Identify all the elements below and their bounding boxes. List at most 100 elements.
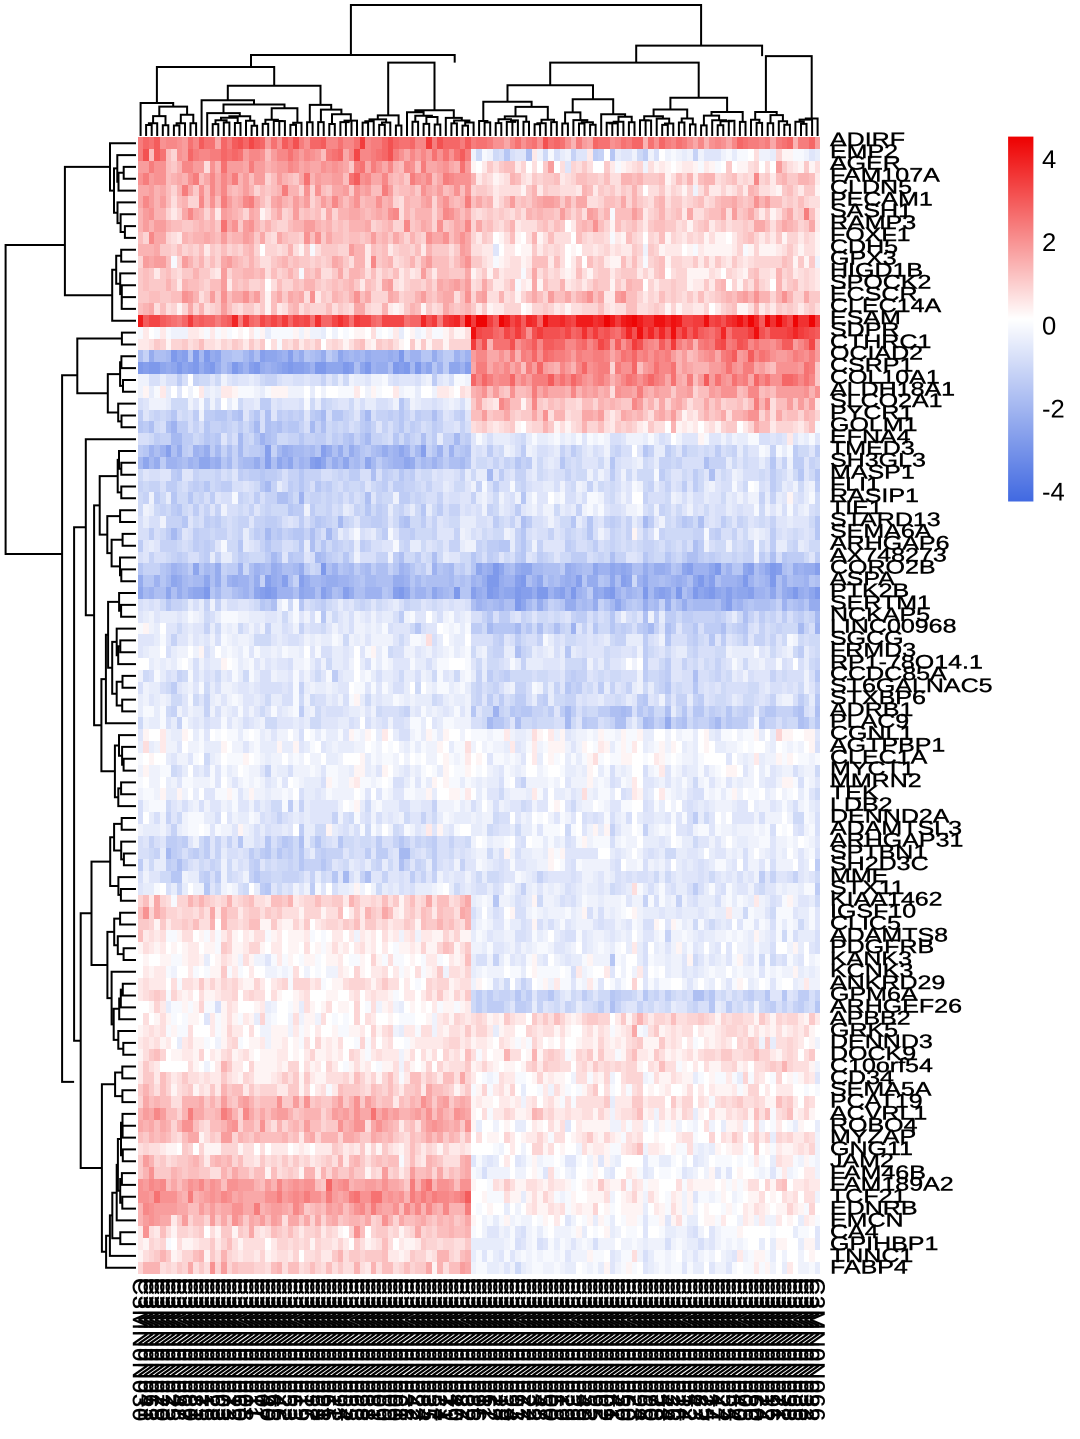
svg-text:C3MN0N016: C3MN0N016 (295, 1278, 318, 1422)
svg-text:SPOCK2: SPOCK2 (830, 271, 931, 293)
svg-text:C3MN0N058: C3MN0N058 (306, 1278, 329, 1422)
svg-text:C3MN0N048: C3MN0N048 (167, 1278, 190, 1422)
svg-text:CLIC5: CLIC5 (830, 912, 901, 934)
svg-text:AX748273: AX748273 (830, 544, 947, 566)
svg-text:C3MN0N062: C3MN0N062 (589, 1278, 612, 1422)
svg-text:C3MN0N000: C3MN0N000 (384, 1278, 407, 1422)
svg-text:FRMD3: FRMD3 (830, 639, 916, 661)
svg-text:HIGD1B: HIGD1B (830, 259, 923, 281)
svg-text:C3MN0N096: C3MN0N096 (761, 1278, 784, 1422)
svg-text:MASP1: MASP1 (830, 461, 915, 483)
svg-text:C3MN0N066: C3MN0N066 (317, 1278, 340, 1422)
svg-text:C3MN0N066: C3MN0N066 (805, 1278, 828, 1422)
svg-text:C3MN0N087: C3MN0N087 (689, 1278, 712, 1422)
svg-text:GOLM1: GOLM1 (830, 414, 918, 436)
svg-text:C3MN0N015: C3MN0N015 (195, 1278, 218, 1422)
svg-text:C3MN0N011: C3MN0N011 (239, 1278, 262, 1420)
svg-text:KANK3: KANK3 (830, 948, 912, 970)
svg-text:ARHGAP6: ARHGAP6 (830, 532, 949, 554)
svg-text:TEK: TEK (830, 782, 879, 804)
svg-text:C3MN0N060: C3MN0N060 (228, 1278, 251, 1422)
svg-text:C3MN0N046: C3MN0N046 (267, 1278, 290, 1422)
svg-text:C3MN0N039: C3MN0N039 (495, 1278, 518, 1422)
svg-text:C3MN0N052: C3MN0N052 (578, 1278, 601, 1422)
svg-text:RASIP1: RASIP1 (830, 485, 919, 507)
svg-text:JAM2: JAM2 (830, 1150, 894, 1172)
svg-text:C3MN0N044: C3MN0N044 (656, 1278, 679, 1422)
svg-text:GRK5: GRK5 (830, 1019, 898, 1041)
svg-text:-2: -2 (1042, 396, 1065, 424)
svg-text:C3MN0N022: C3MN0N022 (517, 1278, 540, 1422)
svg-text:SH2D3C: SH2D3C (830, 853, 929, 875)
svg-text:C3MN0N062: C3MN0N062 (478, 1278, 501, 1422)
svg-text:C3MN0N063: C3MN0N063 (345, 1278, 368, 1422)
svg-text:ADAMTSL3: ADAMTSL3 (830, 817, 962, 839)
svg-text:C3MN0N038: C3MN0N038 (356, 1278, 379, 1422)
svg-text:SEMA5A: SEMA5A (830, 1079, 932, 1101)
svg-text:C3MN0N036: C3MN0N036 (789, 1278, 812, 1422)
svg-text:C3MN0N024: C3MN0N024 (711, 1278, 734, 1422)
svg-text:C3MN0N094: C3MN0N094 (628, 1278, 651, 1422)
svg-text:NCKAP5: NCKAP5 (830, 604, 930, 626)
svg-text:C3MN0N018: C3MN0N018 (489, 1278, 512, 1422)
svg-text:C3MN0N025: C3MN0N025 (162, 1278, 185, 1422)
svg-text:0: 0 (1042, 312, 1056, 340)
svg-text:ASPA: ASPA (830, 568, 895, 590)
svg-text:STARD13: STARD13 (830, 509, 941, 531)
svg-text:ADIRF: ADIRF (830, 129, 905, 151)
svg-text:FAM46B: FAM46B (830, 1162, 926, 1184)
svg-text:C3MN0N095: C3MN0N095 (328, 1278, 351, 1422)
svg-text:C3MN0N014: C3MN0N014 (700, 1278, 723, 1422)
svg-text:C3MN0N086: C3MN0N086 (461, 1278, 484, 1422)
svg-text:KCNK3: KCNK3 (830, 960, 913, 982)
svg-text:SERTM1: SERTM1 (830, 592, 931, 614)
svg-text:CLDN5: CLDN5 (830, 176, 912, 198)
svg-text:MME: MME (830, 865, 888, 887)
svg-text:RP1-78O14.1: RP1-78O14.1 (830, 651, 983, 673)
svg-text:C3MN0N060: C3MN0N060 (617, 1278, 640, 1422)
svg-text:C3MN0N053: C3MN0N053 (278, 1278, 301, 1422)
svg-text:MMRN2: MMRN2 (830, 770, 922, 792)
svg-text:PCAT19: PCAT19 (830, 1090, 923, 1112)
svg-text:SPTBN1: SPTBN1 (830, 841, 927, 863)
svg-text:C3MN0N048: C3MN0N048 (528, 1278, 551, 1422)
svg-text:C3MN0N075: C3MN0N075 (189, 1278, 212, 1422)
svg-text:C3MN0N025: C3MN0N025 (694, 1278, 717, 1422)
svg-text:C10orf54: C10orf54 (830, 1055, 933, 1077)
svg-text:SDPR: SDPR (830, 319, 899, 341)
svg-text:C3MN0N012: C3MN0N012 (223, 1278, 246, 1422)
svg-text:C3MN0N063: C3MN0N063 (206, 1278, 229, 1422)
svg-text:C3MN0N009: C3MN0N009 (378, 1278, 401, 1422)
svg-text:C3MN0N052: C3MN0N052 (678, 1278, 701, 1422)
svg-text:SGCG: SGCG (830, 627, 904, 649)
svg-text:C3MN0N000: C3MN0N000 (539, 1278, 562, 1422)
svg-text:C3MN0N005: C3MN0N005 (733, 1278, 756, 1422)
svg-text:C3MN0N042: C3MN0N042 (606, 1278, 629, 1422)
svg-text:C3MN0N071: C3MN0N071 (434, 1278, 457, 1422)
svg-text:C3MN0N039: C3MN0N039 (561, 1278, 584, 1422)
svg-text:SH3GL3: SH3GL3 (830, 449, 926, 471)
svg-text:MYZAP: MYZAP (830, 1126, 916, 1148)
svg-text:GPIHBP1: GPIHBP1 (830, 1233, 938, 1255)
svg-text:C3MN0N081: C3MN0N081 (361, 1278, 384, 1422)
svg-text:PECAM1: PECAM1 (830, 188, 933, 210)
svg-text:C3MN0N038: C3MN0N038 (395, 1278, 418, 1422)
svg-text:C3MN0N093: C3MN0N093 (506, 1278, 529, 1422)
svg-text:C3MN0N090: C3MN0N090 (639, 1278, 662, 1422)
svg-text:C3MN0N011: C3MN0N011 (245, 1278, 268, 1420)
svg-text:4: 4 (1042, 146, 1056, 174)
svg-text:DENND2A: DENND2A (830, 805, 950, 827)
svg-text:C3MN0N029: C3MN0N029 (556, 1278, 579, 1422)
svg-text:TIE1: TIE1 (830, 497, 883, 519)
svg-text:C3MN0N021: C3MN0N021 (767, 1278, 790, 1422)
svg-text:C3MN0N041: C3MN0N041 (134, 1278, 157, 1422)
svg-text:MYCT1: MYCT1 (830, 758, 915, 780)
svg-text:C3MN0N098: C3MN0N098 (350, 1278, 373, 1422)
svg-text:C3MN0N050: C3MN0N050 (373, 1278, 396, 1422)
svg-text:C3MN0N057: C3MN0N057 (423, 1278, 446, 1422)
svg-text:C3MN0N060: C3MN0N060 (744, 1278, 767, 1422)
svg-text:CCDC85A: CCDC85A (830, 663, 947, 685)
svg-text:C3MN0N084: C3MN0N084 (411, 1278, 434, 1422)
svg-text:C3MN0N080: C3MN0N080 (178, 1278, 201, 1422)
svg-text:C3MN0N007: C3MN0N007 (250, 1278, 273, 1422)
